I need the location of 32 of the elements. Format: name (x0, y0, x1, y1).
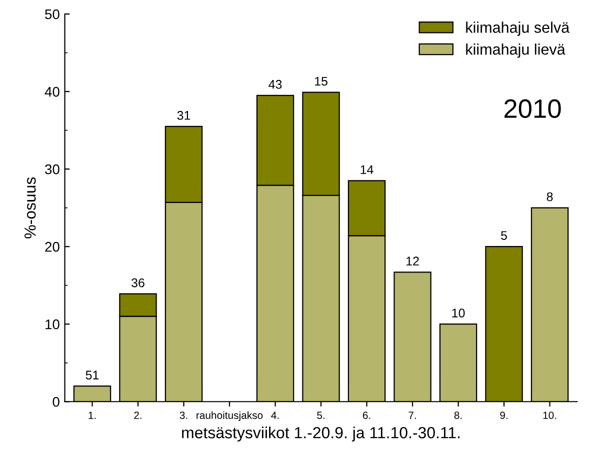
y-tick-label: 50 (45, 9, 60, 20)
x-tick-label: 2. (134, 412, 142, 419)
y-tick-label: 40 (44, 86, 60, 97)
annotation: 8 (546, 192, 553, 202)
y-tick-label: 20 (45, 242, 60, 252)
x-tick-label: 5. (317, 412, 324, 419)
y-tick-label: 30 (45, 164, 60, 174)
y-tick-label: 0 (52, 396, 60, 407)
x-tick-label: 9. (500, 412, 508, 419)
legend-label: kiimahaju selvä (466, 22, 570, 36)
annotation: 10 (452, 308, 465, 318)
annotation: 2010 (504, 99, 561, 118)
legend-label: kiimahaju lievä (466, 44, 566, 58)
y-axis-title: %-osuus (24, 177, 36, 238)
x-tick-label: rauhoitusjakso (196, 411, 263, 422)
annotation: 36 (132, 278, 144, 288)
annotation: 12 (406, 256, 419, 266)
x-axis-title: metsästysviikot 1.-20.9. ja 11.10.-30.11. (182, 426, 460, 442)
x-tick-label: 4. (271, 412, 279, 419)
annotation: 51 (86, 370, 99, 380)
x-tick-label: 10. (543, 412, 556, 419)
x-tick-label: 6. (362, 412, 370, 419)
annotation: 5 (501, 231, 507, 240)
x-tick-label: 7. (408, 412, 416, 419)
x-tick-label: 1. (88, 412, 96, 419)
annotation: 43 (268, 80, 282, 89)
y-tick-label: 10 (46, 319, 60, 330)
annotation: 14 (360, 165, 374, 174)
annotation: 15 (315, 76, 328, 86)
annotation: 31 (177, 110, 190, 120)
x-tick-label: 8. (454, 412, 462, 419)
x-tick-label: 3. (180, 412, 188, 419)
